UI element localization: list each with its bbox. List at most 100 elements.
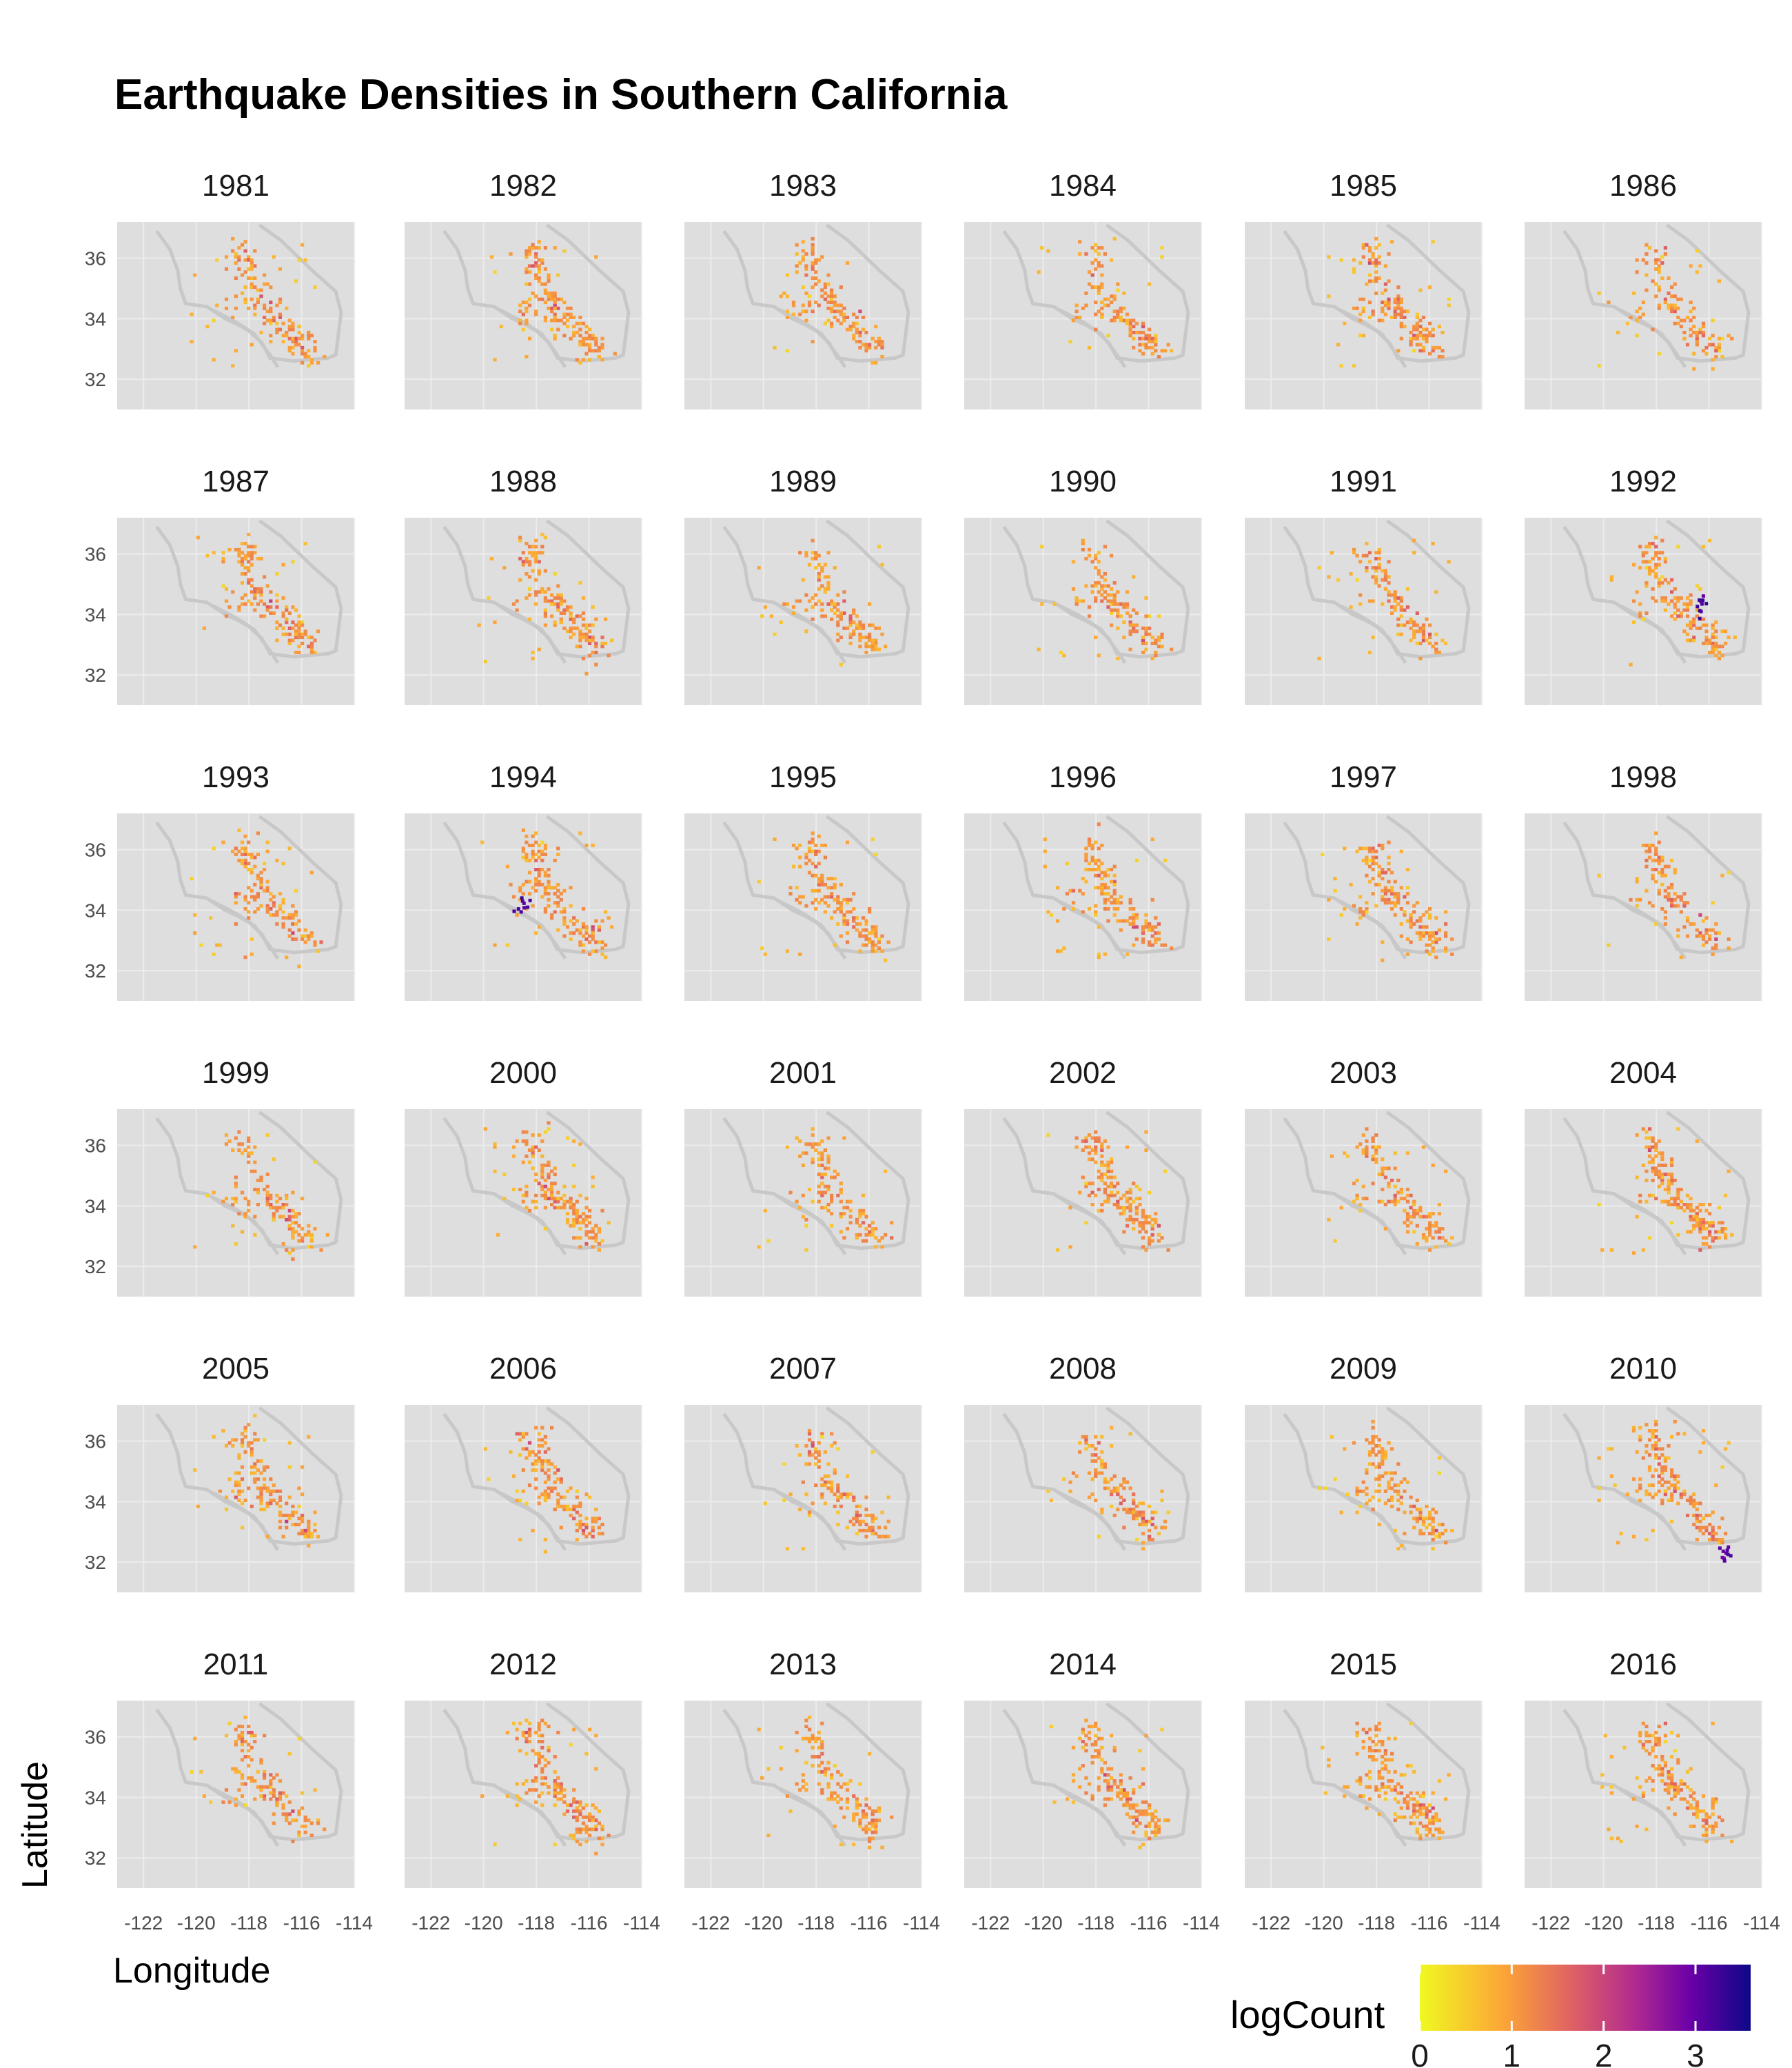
density-cell (1679, 596, 1683, 600)
density-cell (1670, 886, 1674, 890)
density-cell (1090, 584, 1094, 588)
density-cell (1122, 1477, 1126, 1481)
density-cell (543, 623, 547, 627)
density-cell (253, 1477, 257, 1481)
density-cell (1425, 1525, 1429, 1530)
density-cell (1128, 318, 1132, 323)
density-cell (1403, 1208, 1407, 1213)
density-cell (1425, 638, 1429, 642)
density-cell (833, 898, 837, 902)
density-cell (1629, 662, 1633, 667)
density-cell (1663, 301, 1667, 305)
facet-panel-2010: 2010 (1525, 1352, 1762, 1592)
density-cell (1084, 1184, 1088, 1188)
density-cell (1387, 1182, 1391, 1186)
density-cell (572, 620, 576, 625)
density-cell (559, 611, 563, 615)
density-cell (269, 306, 273, 310)
density-cell (1128, 901, 1132, 905)
density-cell (1657, 889, 1661, 893)
density-cell (1383, 1203, 1387, 1206)
density-cell (1431, 946, 1435, 950)
density-cell (1720, 1221, 1724, 1225)
density-cell (243, 834, 247, 838)
density-cell (1654, 1441, 1658, 1445)
density-cell (543, 1450, 547, 1454)
density-cell (1444, 934, 1448, 938)
density-cell (1119, 306, 1123, 310)
density-cell (259, 1501, 263, 1506)
density-cell (575, 1538, 579, 1541)
density-cell (1358, 318, 1363, 323)
density-cell (259, 1471, 263, 1475)
density-cell (543, 1441, 547, 1445)
density-cell-peak (522, 901, 526, 905)
density-cell (1657, 578, 1661, 582)
density-cell (540, 840, 544, 844)
density-cell (1367, 849, 1372, 853)
density-cell-peak (1701, 594, 1705, 598)
density-cell (1431, 1538, 1435, 1541)
density-cell (581, 922, 586, 926)
density-cell (1141, 330, 1146, 334)
density-cell (1698, 1528, 1702, 1532)
density-cell (543, 614, 547, 618)
density-cell (234, 853, 238, 856)
density-cell (575, 1800, 579, 1804)
density-cell (543, 608, 547, 612)
density-cell (534, 877, 538, 881)
density-cell (243, 1740, 247, 1743)
density-cell (243, 1435, 247, 1439)
density-cell (581, 1523, 586, 1527)
density-cell (817, 1151, 821, 1155)
density-cell (269, 1501, 273, 1506)
density-cell (569, 919, 573, 923)
density-cell (811, 873, 815, 878)
density-cell (845, 931, 850, 935)
density-cell (820, 1173, 824, 1177)
density-cell (1635, 590, 1639, 594)
density-cell (1374, 581, 1378, 585)
density-cell (1657, 840, 1661, 844)
density-cell (234, 547, 238, 551)
density-cell (1084, 868, 1088, 871)
density-cell (487, 596, 491, 600)
density-cell (1355, 1145, 1359, 1149)
density-cell (569, 1199, 573, 1204)
density-cell (1654, 922, 1658, 926)
density-cell (1447, 297, 1451, 301)
density-cell (830, 306, 834, 310)
density-cell (525, 853, 529, 856)
density-cell (1144, 629, 1148, 633)
density-cell (830, 877, 834, 881)
density-cell (1381, 569, 1385, 573)
density-cell (1148, 336, 1152, 341)
density-cell (848, 636, 853, 640)
density-cell (877, 340, 881, 344)
density-cell (578, 581, 582, 585)
density-cell (845, 261, 850, 265)
density-cell (556, 584, 560, 588)
density-cell (240, 291, 245, 295)
density-cell (1676, 1127, 1680, 1131)
density-cell (1717, 1541, 1721, 1545)
density-cell (1345, 1492, 1350, 1497)
density-cell (1046, 910, 1050, 914)
density-cell (1377, 1477, 1381, 1481)
density-cell (237, 1130, 241, 1134)
density-cell (253, 1215, 257, 1219)
density-cell (804, 554, 808, 558)
density-cell (591, 1818, 595, 1823)
density-cell (1692, 1492, 1696, 1497)
density-cell (269, 1203, 273, 1206)
coastline (1618, 603, 1687, 664)
density-cell (537, 1432, 541, 1436)
density-cell (588, 1215, 592, 1219)
density-cell (1122, 620, 1126, 625)
density-cell (1116, 919, 1120, 923)
density-cell (1654, 880, 1658, 884)
density-cell (1071, 560, 1076, 564)
coastline (211, 899, 280, 960)
density-cell (1148, 1221, 1152, 1225)
coastline (1618, 307, 1687, 368)
